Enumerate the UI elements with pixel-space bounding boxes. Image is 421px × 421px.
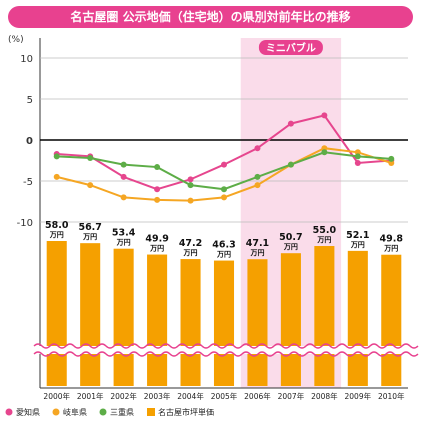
- x-tick-label: 2006年: [244, 391, 271, 401]
- bar-unit-label: 万円: [183, 249, 198, 257]
- bar: [381, 254, 402, 386]
- series-point: [154, 186, 161, 193]
- bar-value-label: 52.1: [346, 230, 369, 241]
- legend-marker: [5, 408, 13, 416]
- legend-marker: [147, 408, 155, 416]
- axis-break-line-bottom: [33, 351, 419, 357]
- series-point: [221, 161, 227, 168]
- series-point: [221, 194, 227, 201]
- series-point: [53, 153, 60, 160]
- series-point: [187, 176, 194, 183]
- y-axis-label: (%): [8, 35, 24, 45]
- series-point: [287, 161, 294, 168]
- x-tick-label: 2003年: [144, 391, 171, 401]
- bar-unit-label: 万円: [249, 249, 264, 257]
- series-point: [354, 159, 361, 166]
- bar-unit-label: 万円: [82, 233, 97, 241]
- y-tick-label: -10: [17, 218, 33, 229]
- axis-break-line-top: [33, 343, 419, 349]
- series-point: [354, 149, 361, 156]
- axis-break-gap: [34, 346, 412, 354]
- bar: [80, 243, 101, 386]
- bar: [213, 260, 235, 386]
- y-tick-label: 10: [20, 54, 33, 65]
- series-point: [388, 155, 395, 162]
- bar-value-label: 47.1: [246, 238, 269, 249]
- series-point: [187, 197, 194, 204]
- bar-value-label: 49.8: [380, 234, 404, 245]
- series-point: [388, 159, 395, 166]
- series-point: [187, 182, 194, 189]
- bar-value-label: 58.0: [45, 220, 69, 231]
- y-tick-label: 5: [27, 95, 33, 106]
- bar-unit-label: 万円: [49, 231, 64, 239]
- bar: [147, 254, 168, 386]
- bar-value-label: 49.9: [145, 234, 168, 245]
- series-point: [254, 145, 261, 152]
- series-point: [321, 145, 328, 152]
- series-point: [120, 194, 127, 201]
- series-point: [221, 186, 227, 193]
- bar: [46, 241, 67, 386]
- series-point: [120, 173, 127, 180]
- bar: [314, 246, 335, 386]
- legend-marker: [52, 408, 60, 416]
- series-point: [87, 155, 94, 162]
- series-point: [354, 153, 361, 160]
- series-point: [154, 196, 161, 203]
- series-point: [321, 149, 328, 156]
- x-tick-label: 2004年: [177, 391, 204, 401]
- bar-value-label: 56.7: [78, 222, 101, 233]
- y-tick-label: -5: [23, 177, 33, 188]
- legend-label: 三重県: [110, 407, 134, 417]
- bar-value-label: 53.4: [112, 228, 136, 239]
- series-point: [154, 164, 161, 171]
- series-point: [321, 112, 328, 119]
- bar-unit-label: 万円: [216, 251, 231, 259]
- mini-bubble-label-bg: [258, 40, 323, 55]
- x-tick-label: 2008年: [311, 391, 338, 401]
- bar-value-label: 46.3: [212, 240, 235, 251]
- y-tick-label: 0: [26, 136, 33, 147]
- chart-title: 名古屋圏 公示地価（住宅地）の県別対前年比の推移: [8, 6, 413, 28]
- bar-value-label: 47.2: [179, 238, 202, 249]
- bar: [180, 259, 201, 386]
- mini-bubble-label: ミニバブル: [266, 42, 316, 55]
- bar-unit-label: 万円: [283, 243, 298, 251]
- series-point: [254, 182, 261, 189]
- bar-unit-label: 万円: [350, 241, 365, 249]
- series-point: [53, 173, 60, 180]
- x-tick-label: 2001年: [77, 391, 104, 401]
- x-tick-label: 2009年: [345, 391, 372, 401]
- series-point: [87, 182, 94, 189]
- bar: [113, 248, 134, 386]
- x-tick-label: 2000年: [43, 391, 70, 401]
- legend-label: 名古屋市坪単価: [158, 407, 214, 417]
- bar-unit-label: 万円: [316, 236, 331, 244]
- x-tick-label: 2002年: [110, 391, 137, 401]
- legend-label: 岐阜県: [63, 407, 87, 417]
- bar-value-label: 50.7: [279, 232, 302, 243]
- bar-unit-label: 万円: [116, 239, 131, 247]
- series-point: [120, 161, 127, 168]
- legend-marker: [99, 408, 107, 416]
- bar: [347, 250, 368, 386]
- bar: [280, 253, 301, 386]
- series-point: [287, 120, 294, 127]
- bar: [247, 259, 268, 386]
- legend-label: 愛知県: [16, 407, 40, 417]
- bar-value-label: 55.0: [313, 225, 337, 236]
- x-tick-label: 2010年: [378, 391, 405, 401]
- bar-unit-label: 万円: [383, 245, 398, 253]
- bar-unit-label: 万円: [149, 245, 164, 253]
- x-tick-label: 2007年: [278, 391, 305, 401]
- series-point: [254, 173, 261, 180]
- x-tick-label: 2005年: [211, 391, 238, 401]
